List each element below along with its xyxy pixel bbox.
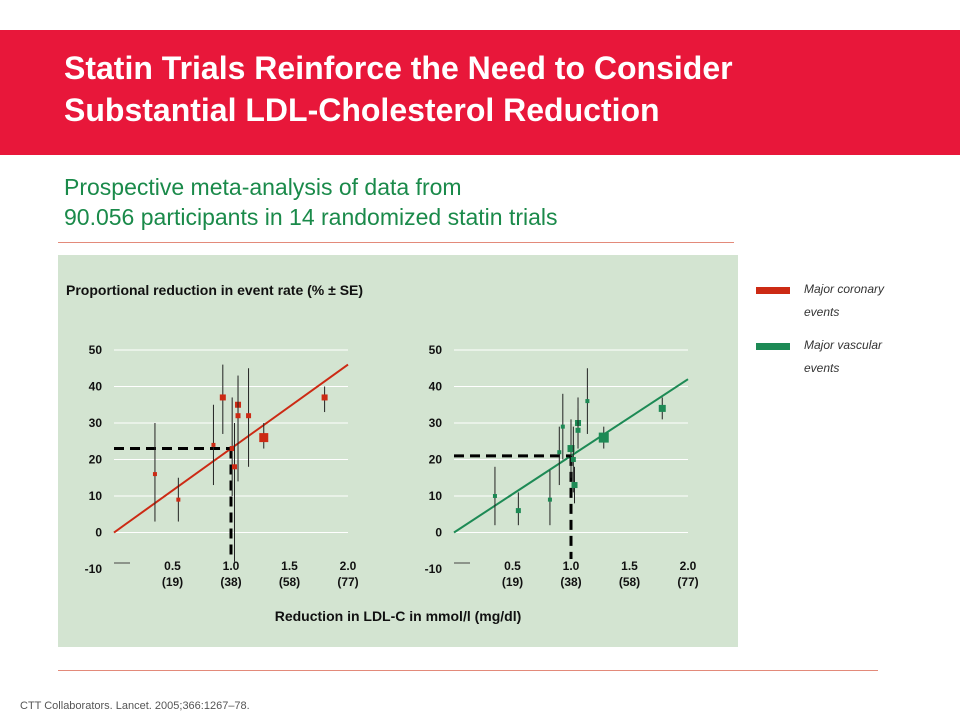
panel-2-data-point-9 xyxy=(575,427,581,433)
slide-subtitle-line-1: Prospective meta-analysis of data from xyxy=(64,174,462,200)
panel-2-x-tick-sublabel-0: (19) xyxy=(502,575,523,589)
panel-2-y-tick-label-0: 50 xyxy=(429,343,443,357)
chart-title: Proportional reduction in event rate (% … xyxy=(66,282,363,298)
panel-2-data-point-2 xyxy=(547,497,552,502)
panel-2-x-tick-label-2: 1.5 xyxy=(621,559,638,573)
title-banner xyxy=(0,30,960,155)
panel-1-data-point-0 xyxy=(152,472,157,477)
legend-label-vascular: Major vascular events xyxy=(804,338,883,375)
panel-2-y-tick-label-5: 0 xyxy=(435,526,442,540)
slide-subtitle-line-2: 90.056 participants in 14 randomized sta… xyxy=(64,204,558,230)
panel-2-x-tick-sublabel-2: (58) xyxy=(619,575,640,589)
panel-2-x-tick-label-0: 0.5 xyxy=(504,559,521,573)
panel-2-data-point-12 xyxy=(658,404,666,412)
panel-1-x-tick-sublabel-2: (58) xyxy=(279,575,300,589)
panel-2-y-tick-label-4: 10 xyxy=(429,489,443,503)
panel-1-y-tick-label-1: 40 xyxy=(89,380,103,394)
legend-swatch-coronary xyxy=(756,287,790,294)
top-divider xyxy=(58,242,734,243)
panel-1-x-tick-label-2: 1.5 xyxy=(281,559,298,573)
panel-1-y-tick-label-4: 10 xyxy=(89,489,103,503)
panel-1-x-tick-label-3: 2.0 xyxy=(340,559,357,573)
panel-2-y-tick-label-6: -10 xyxy=(425,562,443,576)
panel-2-data-point-11 xyxy=(598,432,609,443)
legend-item-vascular: Major vascular events xyxy=(756,334,946,390)
slide-subtitle: Prospective meta-analysis of data from 9… xyxy=(64,172,764,232)
panel-2-y-tick-label-1: 40 xyxy=(429,380,443,394)
citation: CTT Collaborators. Lancet. 2005;366:1267… xyxy=(20,700,250,712)
x-axis-label: Reduction in LDL-C in mmol/l (mg/dl) xyxy=(275,608,522,624)
bottom-divider xyxy=(58,670,878,671)
panel-2-y-tick-label-2: 30 xyxy=(429,416,443,430)
panel-1-data-point-1 xyxy=(176,497,181,502)
panel-1-data-point-3 xyxy=(219,394,226,401)
legend-label-coronary: Major coronary events xyxy=(804,282,885,319)
slide-title-line-1: Statin Trials Reinforce the Need to Cons… xyxy=(64,50,733,86)
panel-2-data-point-6 xyxy=(570,457,576,462)
panel-1-x-tick-label-1: 1.0 xyxy=(223,559,240,573)
panel-1-data-point-7 xyxy=(235,413,241,419)
panel-2-data-point-3 xyxy=(557,450,562,455)
legend: Major coronary events Major vascular eve… xyxy=(756,278,946,390)
panel-2-data-point-7 xyxy=(571,482,578,489)
panel-1-data-point-8 xyxy=(246,413,252,419)
panel-2-x-tick-label-3: 2.0 xyxy=(680,559,697,573)
chart-svg: Proportional reduction in event rate (% … xyxy=(66,282,699,624)
slide-title: Statin Trials Reinforce the Need to Cons… xyxy=(64,47,924,131)
panel-2-data-point-10 xyxy=(585,399,590,404)
chart-panel: Proportional reduction in event rate (% … xyxy=(58,255,738,647)
panel-1-data-point-5 xyxy=(232,464,238,470)
panel-1-y-tick-label-2: 30 xyxy=(89,416,103,430)
panel-1-y-tick-label-3: 20 xyxy=(89,453,103,467)
panel-1-x-tick-sublabel-3: (77) xyxy=(337,575,358,589)
panel-2-data-point-4 xyxy=(560,424,565,429)
legend-item-coronary: Major coronary events xyxy=(756,278,946,334)
panel-1-data-point-4 xyxy=(229,446,235,452)
slide-title-line-2: Substantial LDL-Cholesterol Reduction xyxy=(64,92,660,128)
panel-1-y-tick-label-0: 50 xyxy=(89,343,103,357)
panel-1-x-tick-sublabel-1: (38) xyxy=(220,575,241,589)
panel-1-data-point-9 xyxy=(259,433,269,443)
legend-swatch-vascular xyxy=(756,343,790,350)
panel-2-y-tick-label-3: 20 xyxy=(429,453,443,467)
panel-1-x-tick-label-0: 0.5 xyxy=(164,559,181,573)
panel-1-data-point-2 xyxy=(211,442,216,447)
panel-2-data-point-1 xyxy=(515,508,521,514)
panel-2-x-tick-sublabel-3: (77) xyxy=(677,575,698,589)
panel-1-y-tick-label-5: 0 xyxy=(95,526,102,540)
panel-1-data-point-10 xyxy=(321,394,328,401)
panel-1-x-tick-sublabel-0: (19) xyxy=(162,575,183,589)
panel-2-data-point-0 xyxy=(492,494,497,498)
panel-1-y-tick-label-6: -10 xyxy=(85,562,103,576)
panel-2-x-tick-label-1: 1.0 xyxy=(563,559,580,573)
panel-2-x-tick-sublabel-1: (38) xyxy=(560,575,581,589)
panel-2-data-point-5 xyxy=(567,445,575,453)
